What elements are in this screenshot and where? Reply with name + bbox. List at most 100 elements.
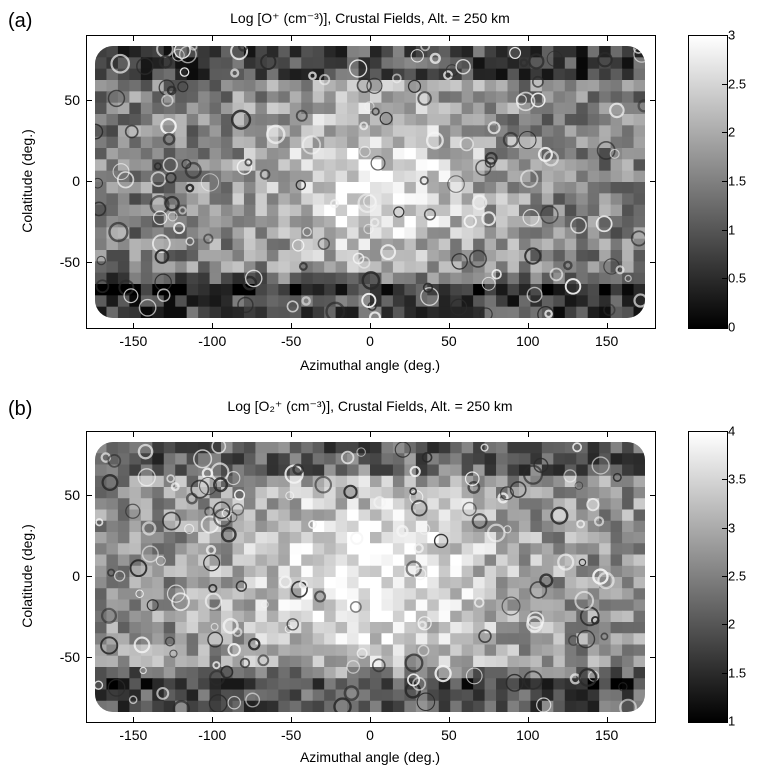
colorbar-tick-mark (722, 527, 727, 529)
x-tick-mark (291, 432, 293, 437)
colorbar-gradient (689, 432, 727, 722)
x-tick-mark (212, 323, 214, 328)
y-tick-label: 50 (64, 487, 80, 504)
colorbar-tick-mark (722, 672, 727, 674)
x-tick-label: 0 (366, 727, 374, 743)
y-tick-mark (87, 495, 92, 497)
x-tick-mark (448, 432, 450, 437)
x-tick-label: -50 (280, 727, 302, 743)
y-tick-label: 0 (72, 173, 80, 189)
x-tick-mark (527, 323, 529, 328)
chart-title: Log [O⁺ (cm⁻³)], Crustal Fields, Alt. = … (230, 10, 510, 26)
x-tick-mark (212, 432, 214, 437)
colorbar-tick-label: 3 (728, 27, 736, 43)
x-axis-label: Azimuthal angle (deg.) (299, 749, 441, 765)
colorbar-tick-label: 1 (728, 713, 736, 729)
x-tick-label: 100 (516, 333, 540, 349)
colorbar-tick-mark (722, 132, 727, 134)
colorbar-tick-mark (722, 624, 727, 626)
colorbar-tick-mark (722, 278, 727, 280)
y-tick-mark (650, 181, 655, 182)
x-tick-label: 150 (594, 333, 619, 349)
colorbar (688, 431, 728, 723)
x-tick-mark (527, 36, 529, 41)
x-tick-mark (606, 717, 608, 722)
colorbar-tick-label: 1.5 (728, 173, 747, 189)
y-tick-label: 0 (72, 568, 80, 584)
x-tick-label: -150 (119, 333, 148, 349)
y-axis-label: Colatitude (deg.) (19, 129, 35, 233)
colorbar (688, 35, 728, 329)
x-tick-mark (370, 717, 371, 722)
x-tick-mark (606, 432, 608, 437)
colorbar-tick-mark (722, 181, 727, 182)
x-tick-label: -100 (198, 727, 227, 743)
heatmap-image (95, 442, 645, 712)
x-tick-mark (291, 323, 293, 328)
colorbar-tick-mark (722, 479, 727, 481)
x-tick-mark (370, 432, 371, 437)
colorbar-tick-label: 3.5 (728, 471, 747, 487)
x-tick-label: 50 (441, 333, 457, 349)
x-tick-mark (212, 36, 214, 41)
colorbar-tick-label: 2 (728, 616, 736, 632)
colorbar-tick-label: 1 (728, 222, 736, 238)
y-tick-mark (650, 656, 655, 658)
x-tick-mark (291, 717, 293, 722)
x-tick-mark (291, 36, 293, 41)
x-tick-label: -50 (280, 333, 302, 349)
y-tick-label: -50 (59, 648, 80, 665)
y-tick-mark (650, 262, 655, 264)
colorbar-tick-mark (722, 35, 727, 36)
x-tick-label: -100 (198, 333, 227, 349)
x-tick-label: 150 (594, 727, 619, 743)
panel-label: (a) (8, 10, 33, 32)
colorbar-tick-label: 0 (728, 319, 736, 335)
plot-area (86, 35, 656, 329)
x-tick-mark (133, 717, 135, 722)
y-tick-mark (650, 495, 655, 497)
panel-label: (b) (8, 398, 33, 420)
colorbar-tick-label: 3 (728, 520, 736, 536)
colorbar-tick-label: 2 (728, 124, 736, 140)
x-axis-label: Azimuthal angle (deg.) (299, 357, 441, 373)
x-tick-mark (448, 36, 450, 41)
colorbar-tick-label: 0.5 (728, 270, 747, 286)
x-tick-label: -150 (119, 727, 148, 743)
x-tick-mark (448, 717, 450, 722)
y-tick-mark (87, 99, 92, 101)
y-tick-mark (87, 262, 92, 264)
x-tick-mark (370, 36, 371, 41)
colorbar-tick-mark (722, 431, 727, 432)
colorbar-gradient (689, 36, 727, 328)
x-tick-mark (133, 432, 135, 437)
colorbar-tick-mark (722, 229, 727, 231)
y-tick-mark (650, 576, 655, 577)
plot-area (86, 431, 656, 723)
x-tick-mark (527, 717, 529, 722)
colorbar-tick-mark (722, 721, 727, 722)
x-tick-label: 50 (441, 727, 457, 743)
colorbar-tick-label: 4 (728, 423, 736, 439)
x-tick-label: 0 (366, 333, 374, 349)
heatmap-image (95, 46, 645, 318)
colorbar-tick-label: 1.5 (728, 665, 747, 681)
panel-a: (a) Log [O⁺ (cm⁻³)], Crustal Fields, Alt… (8, 10, 747, 373)
heatmap-texture (95, 442, 645, 712)
x-tick-label: 100 (516, 727, 540, 743)
colorbar-tick-mark (722, 327, 727, 328)
x-tick-mark (212, 717, 214, 722)
colorbar-tick-label: 2.5 (728, 568, 747, 584)
heatmap-texture (95, 46, 645, 318)
y-tick-label: -50 (59, 254, 80, 271)
y-tick-mark (87, 576, 92, 577)
x-tick-mark (606, 36, 608, 41)
y-tick-mark (87, 656, 92, 658)
x-tick-mark (133, 323, 135, 328)
y-axis-label: Colatitude (deg.) (19, 524, 35, 628)
y-tick-label: 50 (64, 91, 80, 108)
chart-title: Log [O₂⁺ (cm⁻³)], Crustal Fields, Alt. =… (227, 398, 513, 414)
x-tick-mark (606, 323, 608, 328)
x-tick-mark (448, 323, 450, 328)
x-tick-mark (527, 432, 529, 437)
